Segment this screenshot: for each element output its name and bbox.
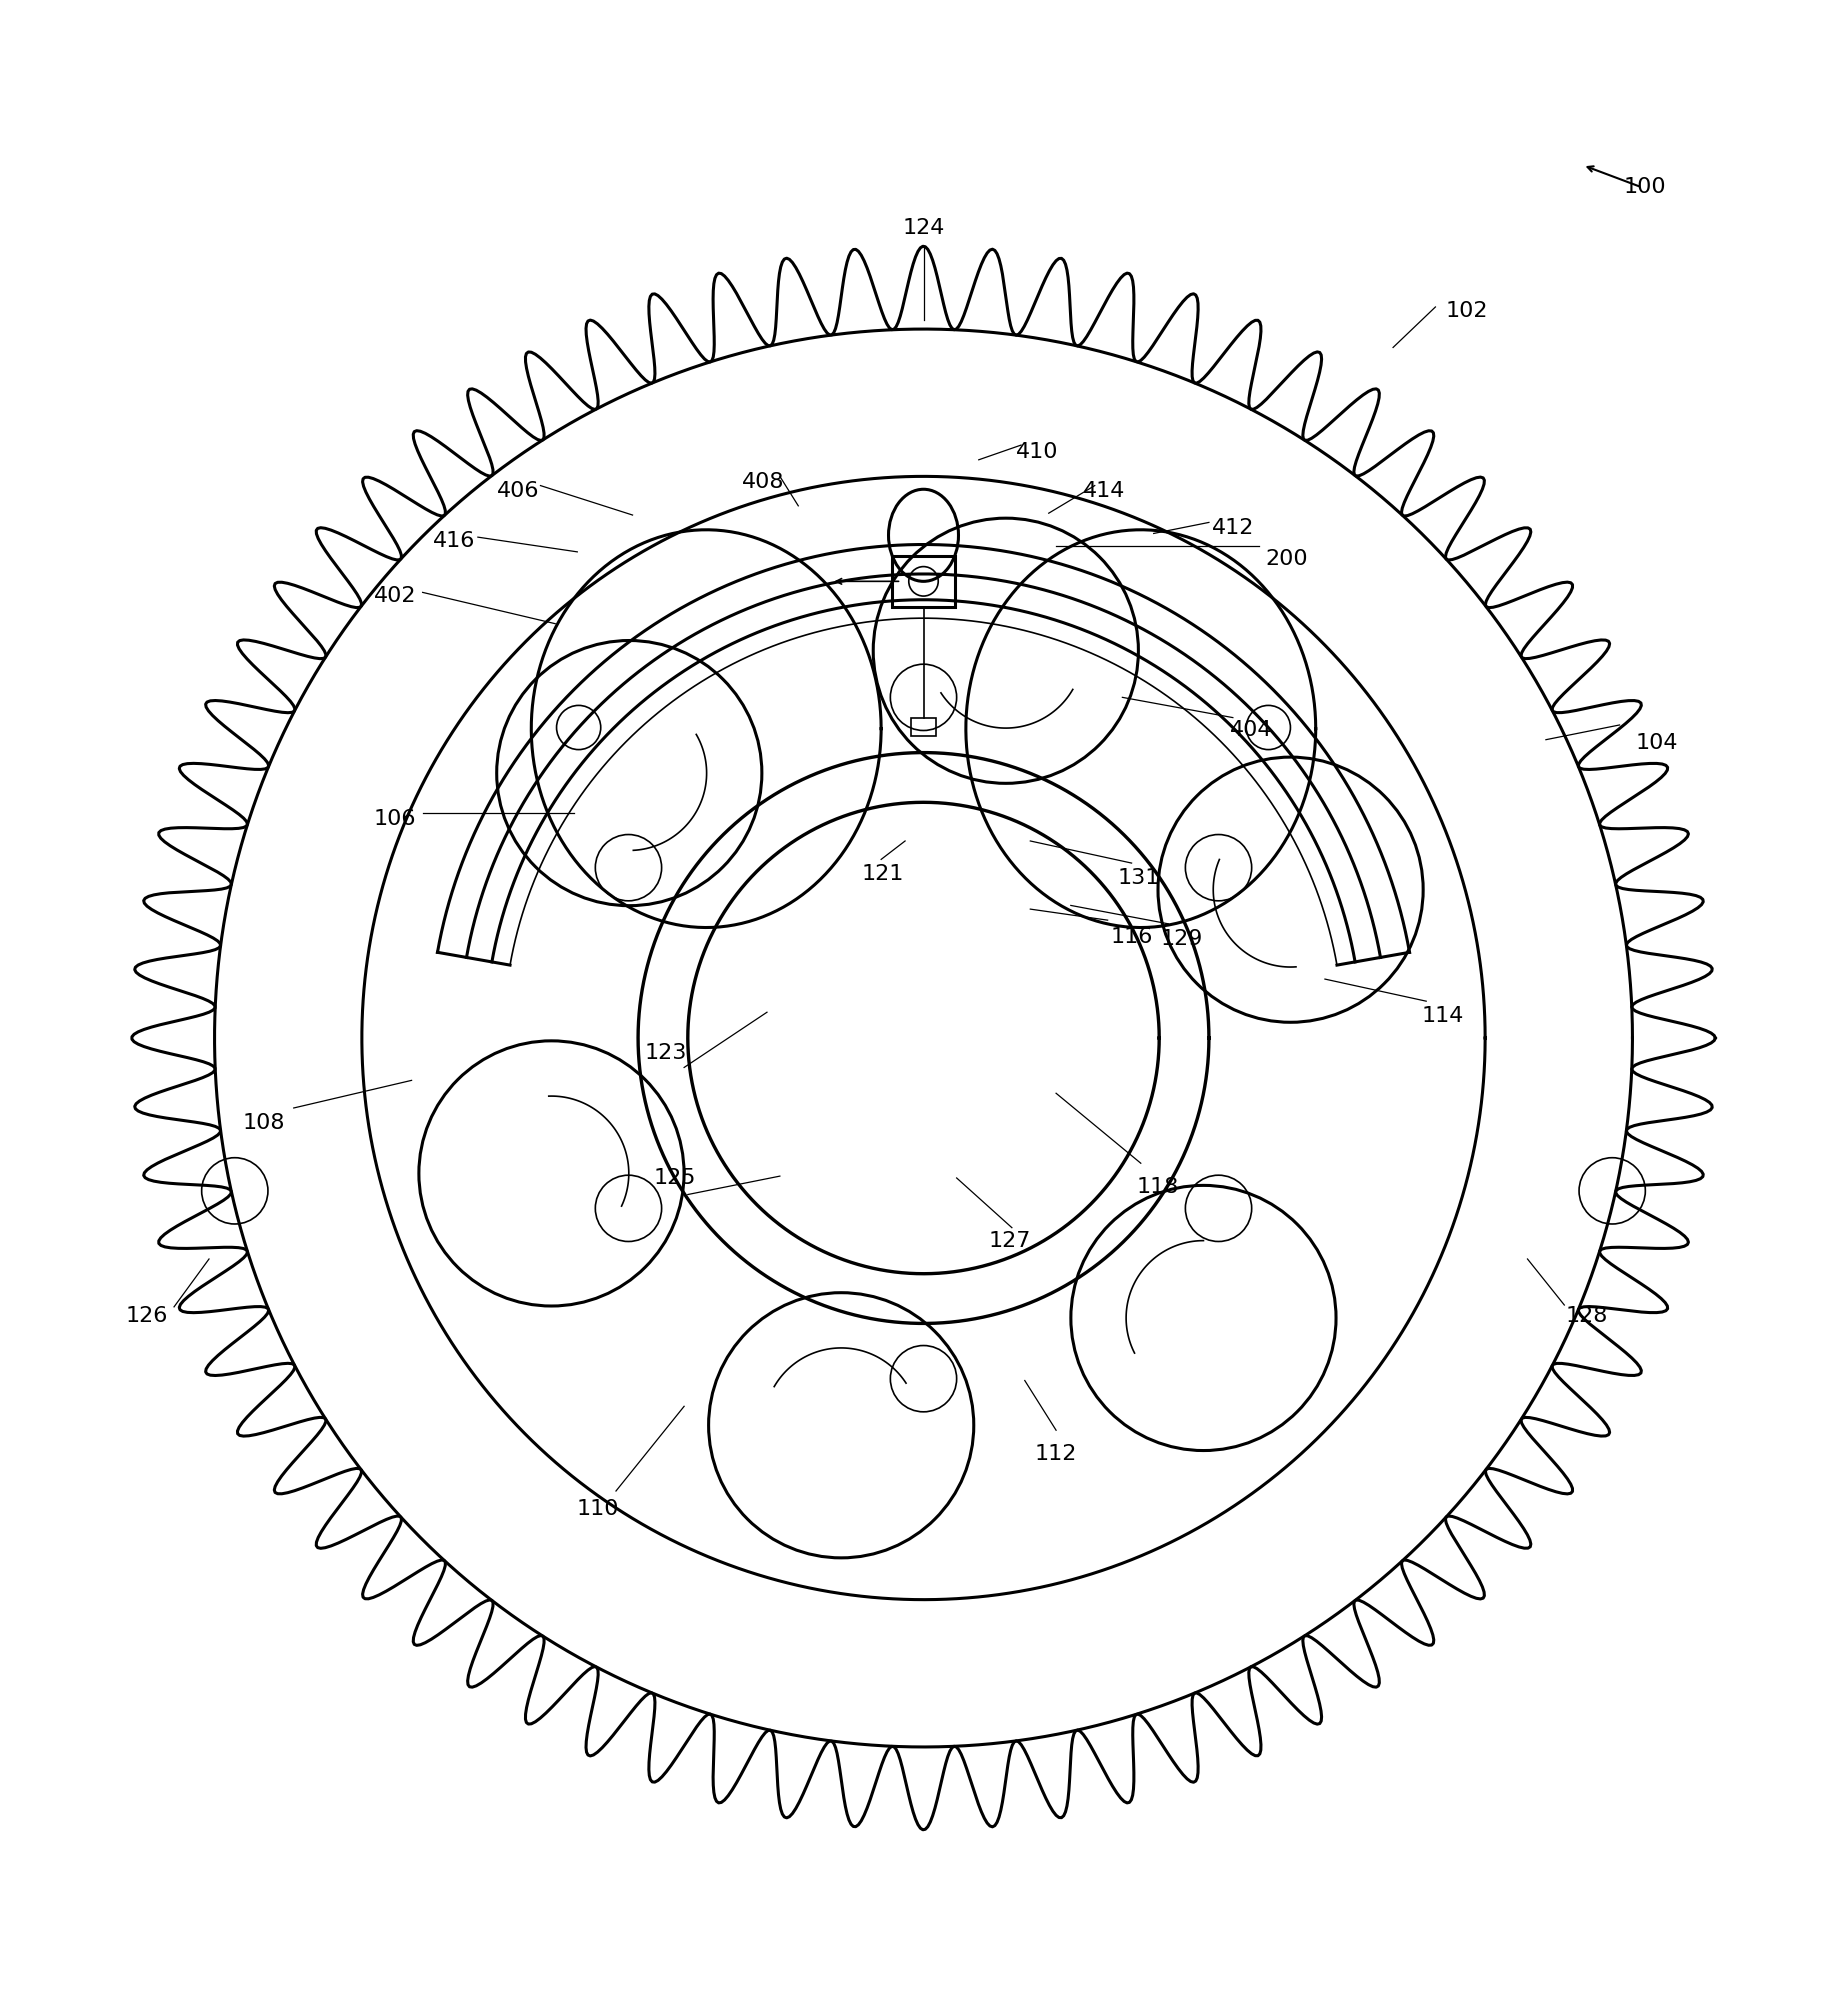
Text: 110: 110 (576, 1500, 619, 1520)
Text: 125: 125 (654, 1167, 696, 1187)
Text: 406: 406 (497, 481, 539, 501)
Text: 112: 112 (1034, 1444, 1077, 1464)
Bar (911, 718, 936, 736)
Text: 102: 102 (1446, 301, 1489, 321)
Text: 114: 114 (1422, 1005, 1465, 1025)
Text: 100: 100 (1624, 178, 1666, 198)
Text: 106: 106 (373, 808, 416, 828)
Bar (892, 555, 955, 606)
Text: 414: 414 (1082, 481, 1125, 501)
Text: 121: 121 (863, 864, 905, 884)
Text: 131: 131 (1117, 868, 1160, 888)
Text: 126: 126 (126, 1307, 168, 1327)
Text: 410: 410 (1016, 443, 1058, 463)
Text: 402: 402 (373, 587, 416, 606)
Text: 416: 416 (432, 531, 475, 551)
Text: 127: 127 (988, 1231, 1031, 1251)
Text: 104: 104 (1635, 734, 1677, 754)
Text: 123: 123 (645, 1043, 687, 1063)
Text: 124: 124 (903, 217, 944, 237)
Text: 200: 200 (1265, 549, 1308, 569)
Text: 128: 128 (1564, 1307, 1607, 1327)
Text: 404: 404 (1230, 720, 1273, 740)
Text: 118: 118 (1136, 1177, 1178, 1197)
Text: 408: 408 (742, 473, 785, 493)
Text: 129: 129 (1160, 928, 1202, 948)
Text: 412: 412 (1212, 519, 1254, 539)
Text: 108: 108 (244, 1113, 286, 1133)
Text: 116: 116 (1110, 928, 1153, 948)
